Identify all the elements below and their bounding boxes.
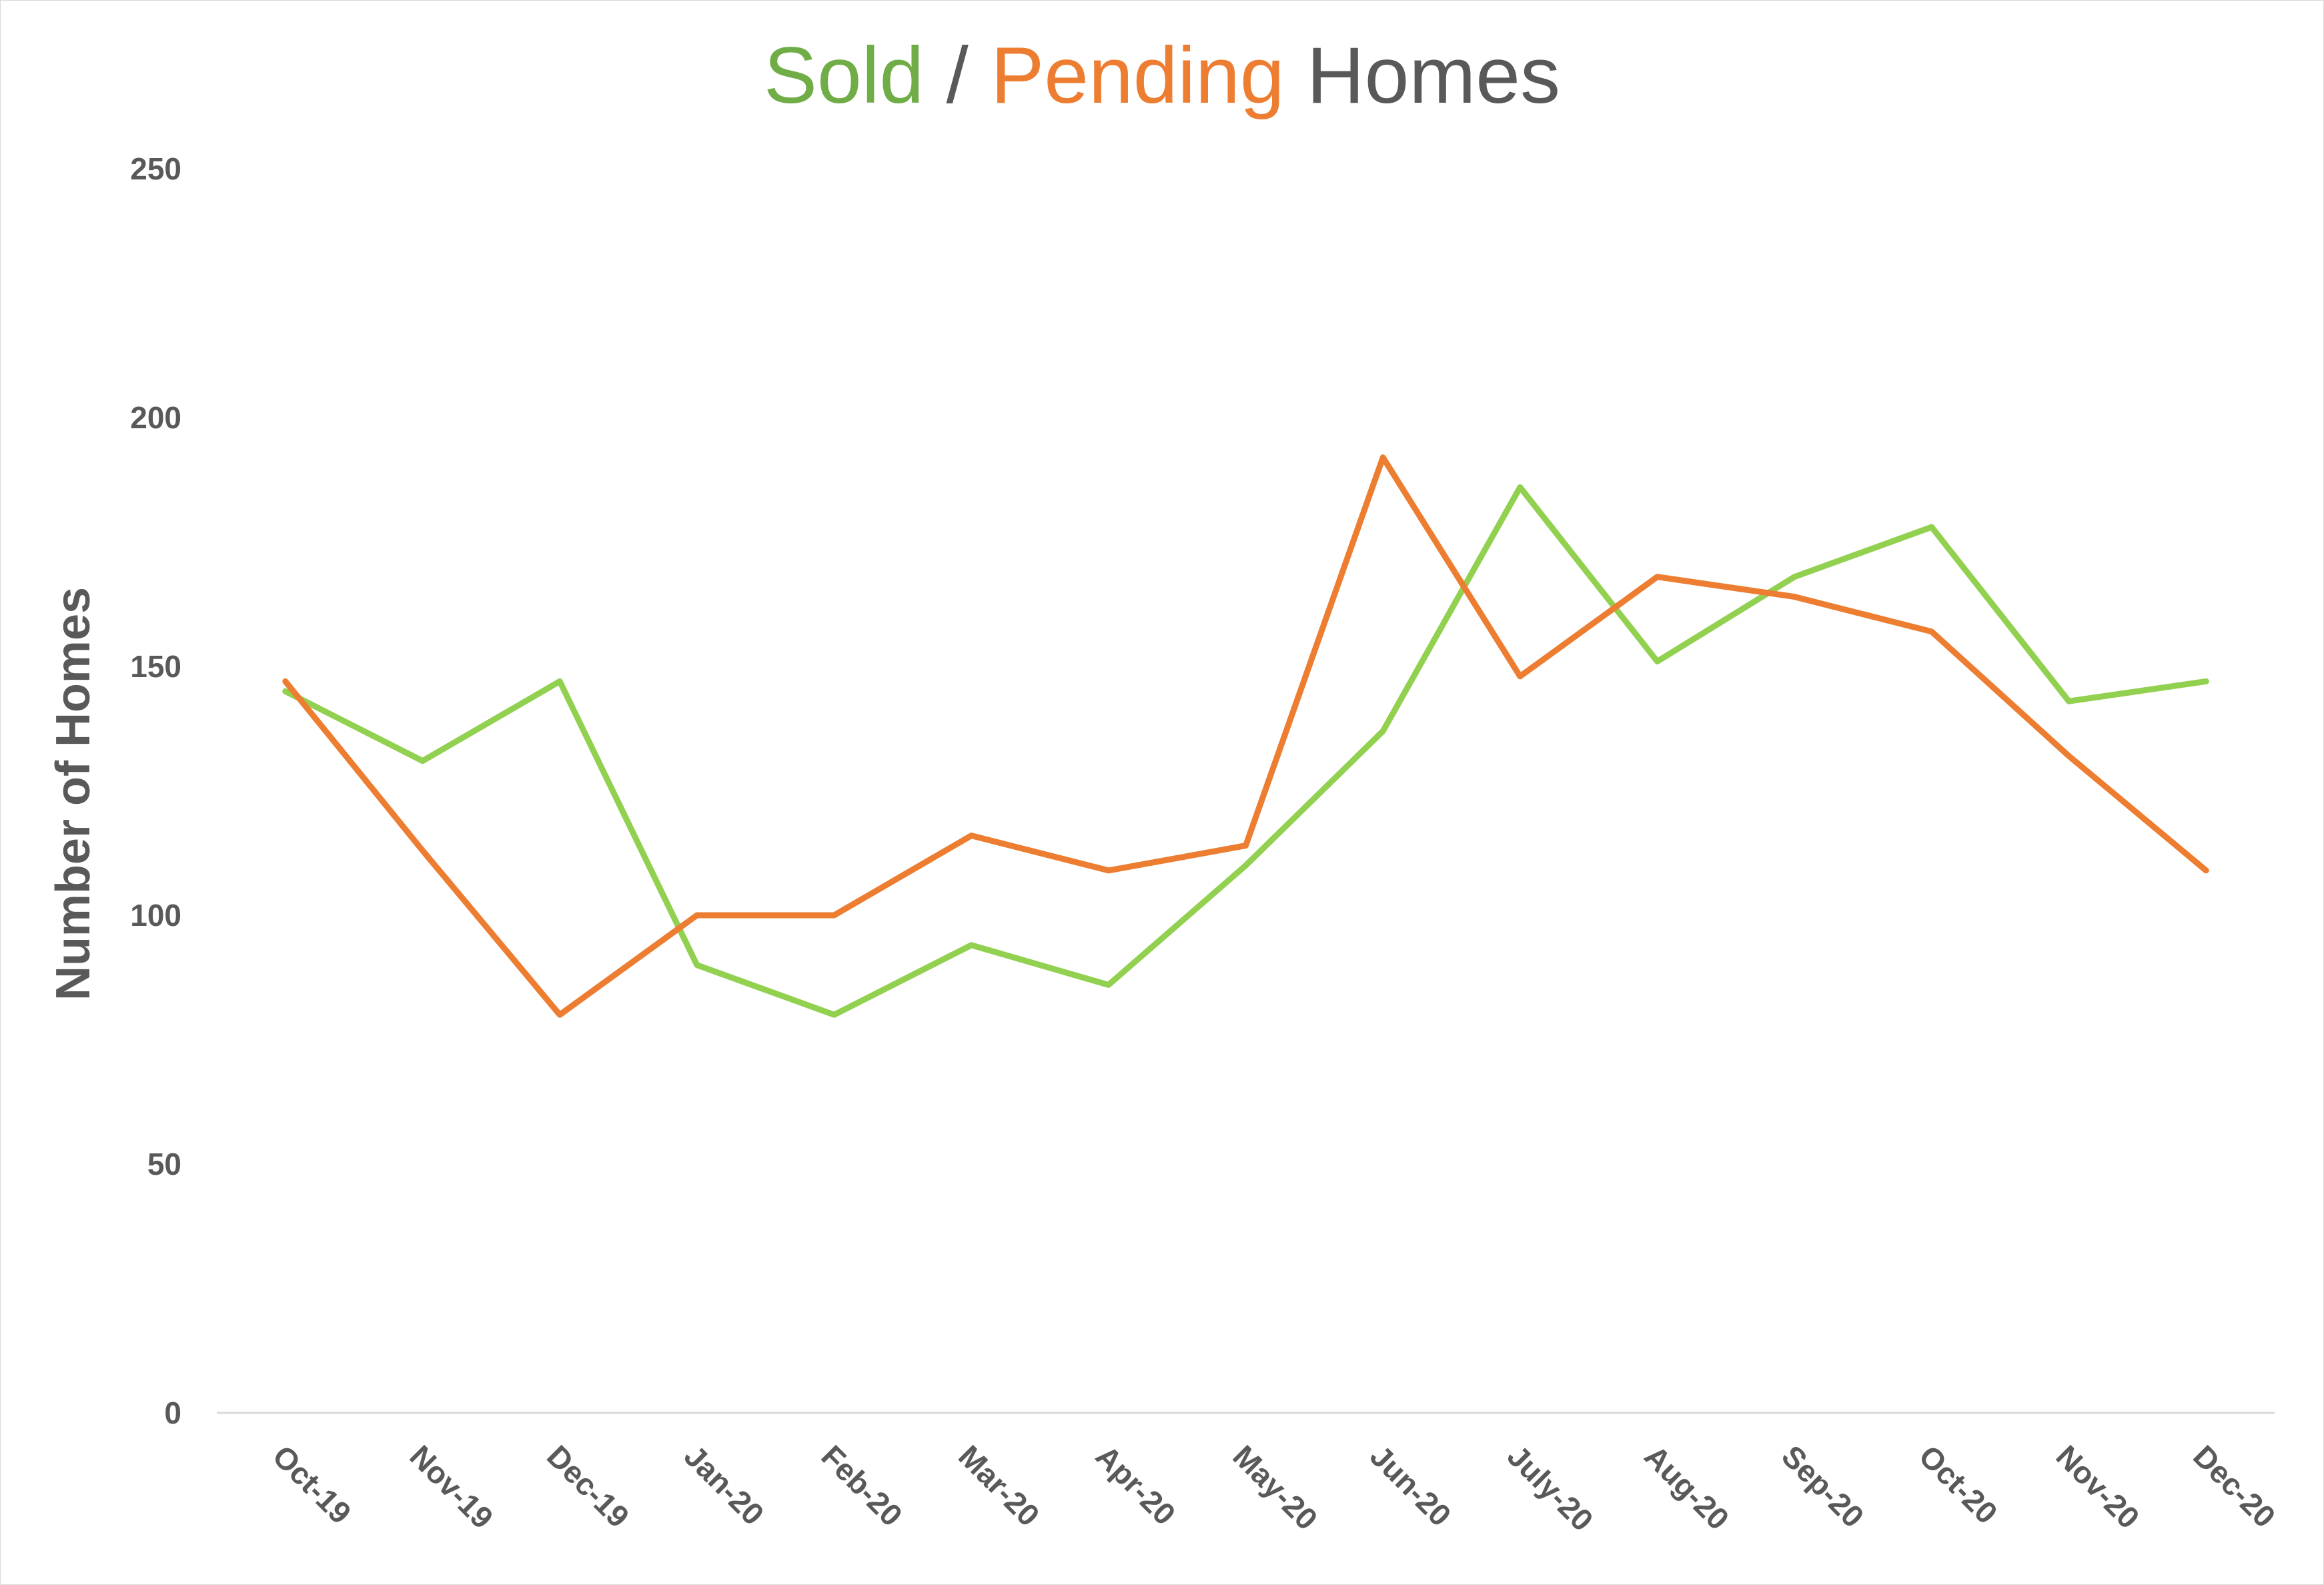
x-tick-label: Nov-20 xyxy=(2049,1438,2146,1535)
y-tick-label: 100 xyxy=(130,898,181,933)
series-line-sold xyxy=(282,484,2209,1018)
y-tick-label: 0 xyxy=(164,1396,181,1430)
title-part-sold: Sold xyxy=(763,31,925,120)
x-tick-label: Oct-20 xyxy=(1912,1438,2004,1530)
chart-title: Sold / Pending Homes xyxy=(0,19,2324,132)
title-part-separator: / xyxy=(924,31,991,120)
x-tick-label: Dec-20 xyxy=(2187,1438,2282,1534)
y-tick-label: 200 xyxy=(130,400,181,435)
x-tick-label: Dec-19 xyxy=(540,1438,636,1534)
x-tick-label: Aug-20 xyxy=(1638,1438,1736,1536)
x-tick-label: Mar-20 xyxy=(952,1438,1047,1533)
y-tick-label: 250 xyxy=(130,151,181,186)
x-axis-ticks: Oct-19 Nov-19 Dec-19 Jan-20 Feb-20 Mar-20 Apr-… xyxy=(266,1438,2283,1538)
y-axis-ticks: 0 50 100 150 200 250 xyxy=(130,151,181,1430)
x-tick-label: Jan-20 xyxy=(678,1438,771,1532)
x-tick-label: Nov-19 xyxy=(403,1438,500,1535)
y-tick-label: 50 xyxy=(147,1147,181,1181)
x-tick-label: Oct-19 xyxy=(266,1438,358,1530)
x-tick-label: July-20 xyxy=(1501,1438,1600,1538)
series-line-pending xyxy=(282,454,2209,1018)
x-tick-label: Apr-20 xyxy=(1089,1438,1183,1532)
series-lines xyxy=(282,454,2209,1018)
x-tick-label: May-20 xyxy=(1226,1438,1324,1536)
title-part-homes: Homes xyxy=(1284,31,1561,120)
y-tick-label: 150 xyxy=(130,649,181,684)
x-tick-label: Jun-20 xyxy=(1363,1438,1458,1533)
x-tick-label: Sep-20 xyxy=(1775,1438,1870,1534)
x-tick-label: Feb-20 xyxy=(814,1438,909,1533)
title-part-pending: Pending xyxy=(991,31,1285,120)
